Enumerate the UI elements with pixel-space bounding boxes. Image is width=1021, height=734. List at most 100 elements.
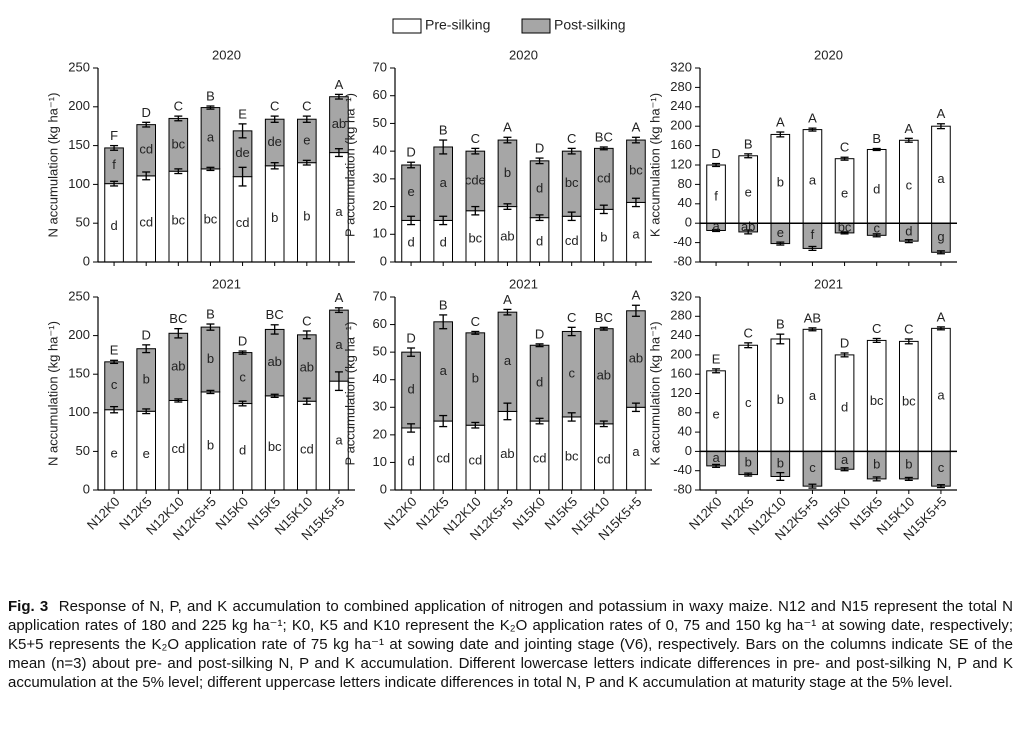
letter-total: D: [238, 333, 247, 348]
y-tick-label: 150: [68, 366, 90, 381]
letter-total: C: [872, 321, 881, 336]
letter-pre-silking: cd: [597, 452, 611, 467]
y-tick-label: 120: [670, 156, 692, 171]
letter-post-silking: a: [335, 337, 343, 352]
letter-total: D: [406, 145, 415, 160]
y-tick-label: 70: [373, 288, 387, 303]
letter-pre-silking: ab: [500, 228, 514, 243]
letter-total: BC: [266, 307, 284, 322]
letter-post-silking: a: [712, 450, 720, 465]
letter-pre-silking: d: [407, 454, 414, 469]
letter-total: A: [776, 114, 785, 129]
letter-post-silking: f: [112, 157, 116, 172]
x-tick-label: N15K0: [814, 494, 853, 533]
letter-post-silking: b: [207, 351, 214, 366]
y-tick-label: 240: [670, 98, 692, 113]
letter-post-silking: a: [712, 218, 720, 233]
caption-text: Response of N, P, and K accumulation to …: [8, 598, 1013, 691]
letter-post-silking: bc: [838, 219, 852, 234]
x-tick-label: N12K0: [84, 494, 123, 533]
chart-title: 2021: [509, 276, 538, 291]
y-tick-label: 50: [373, 115, 387, 130]
letter-pre-silking: a: [809, 173, 817, 188]
letter-pre-silking: a: [937, 387, 945, 402]
letter-total: B: [744, 136, 753, 151]
y-tick-label: 250: [68, 59, 90, 74]
letter-pre-silking: d: [407, 235, 414, 250]
letter-total: C: [904, 321, 913, 336]
letter-pre-silking: b: [777, 175, 784, 190]
letter-total: D: [406, 330, 415, 345]
y-tick-label: -40: [673, 234, 692, 249]
letter-total: B: [206, 306, 215, 321]
y-tick-label: 320: [670, 288, 692, 303]
letter-total: F: [110, 128, 118, 143]
letter-total: D: [840, 335, 849, 350]
chart-title: 2020: [509, 47, 538, 62]
letter-total: D: [141, 327, 150, 342]
letter-total: C: [471, 314, 480, 329]
letter-post-silking: b: [143, 371, 150, 386]
letter-total: C: [270, 99, 279, 114]
y-tick-label: 280: [670, 79, 692, 94]
letter-total: AB: [804, 310, 821, 325]
y-tick-label: -40: [673, 462, 692, 477]
letter-pre-silking: a: [335, 204, 343, 219]
x-tick-label: N12K0: [381, 494, 420, 533]
letter-total: A: [503, 292, 512, 307]
letter-pre-silking: cd: [300, 441, 314, 456]
letter-post-silking: b: [873, 457, 880, 472]
letter-total: E: [110, 343, 119, 358]
letter-pre-silking: bc: [268, 439, 282, 454]
letter-pre-silking: b: [777, 392, 784, 407]
legend-swatch: [521, 18, 551, 34]
y-tick-label: 250: [68, 288, 90, 303]
y-tick-label: 50: [76, 443, 90, 458]
letter-pre-silking: d: [440, 235, 447, 250]
y-tick-label: 240: [670, 327, 692, 342]
letter-pre-silking: e: [745, 184, 752, 199]
y-tick-label: 0: [685, 215, 692, 230]
letter-pre-silking: ab: [500, 446, 514, 461]
letter-pre-silking: d: [110, 218, 117, 233]
y-tick-label: -80: [673, 481, 692, 496]
letter-post-silking: a: [440, 363, 448, 378]
letter-post-silking: b: [504, 165, 511, 180]
x-tick-label: N15K0: [509, 494, 548, 533]
y-tick-label: 100: [68, 176, 90, 191]
letter-post-silking: c: [809, 460, 816, 475]
letter-post-silking: c: [938, 460, 945, 475]
letter-total: B: [206, 88, 215, 103]
letter-post-silking: e: [303, 132, 310, 147]
letter-pre-silking: bc: [171, 213, 185, 228]
y-tick-label: 280: [670, 308, 692, 323]
letter-pre-silking: bc: [204, 212, 218, 227]
letter-total: A: [808, 111, 817, 126]
letter-pre-silking: cd: [533, 450, 547, 465]
y-axis-label: K accumulation (kg ha⁻¹): [647, 93, 662, 237]
letter-total: E: [712, 351, 721, 366]
letter-pre-silking: d: [873, 181, 880, 196]
y-tick-label: 200: [68, 327, 90, 342]
y-tick-label: 100: [68, 404, 90, 419]
letter-post-silking: d: [536, 181, 543, 196]
letter-post-silking: de: [267, 134, 281, 149]
letter-total: A: [503, 120, 512, 135]
letter-total: A: [632, 288, 641, 303]
letter-post-silking: b: [745, 454, 752, 469]
letter-pre-silking: a: [632, 227, 640, 242]
letter-post-silking: cd: [139, 142, 153, 157]
y-tick-label: 40: [373, 143, 387, 158]
letter-total: C: [302, 99, 311, 114]
letter-post-silking: ab: [629, 350, 643, 365]
letter-pre-silking: cd: [468, 452, 482, 467]
letter-total: C: [302, 313, 311, 328]
y-tick-label: 160: [670, 366, 692, 381]
letter-total: A: [937, 309, 946, 324]
letter-post-silking: c: [111, 377, 118, 392]
y-tick-label: 60: [373, 316, 387, 331]
letter-total: D: [535, 326, 544, 341]
letter-total: E: [238, 106, 247, 121]
letter-post-silking: f: [811, 227, 815, 242]
y-tick-label: 0: [83, 481, 90, 496]
